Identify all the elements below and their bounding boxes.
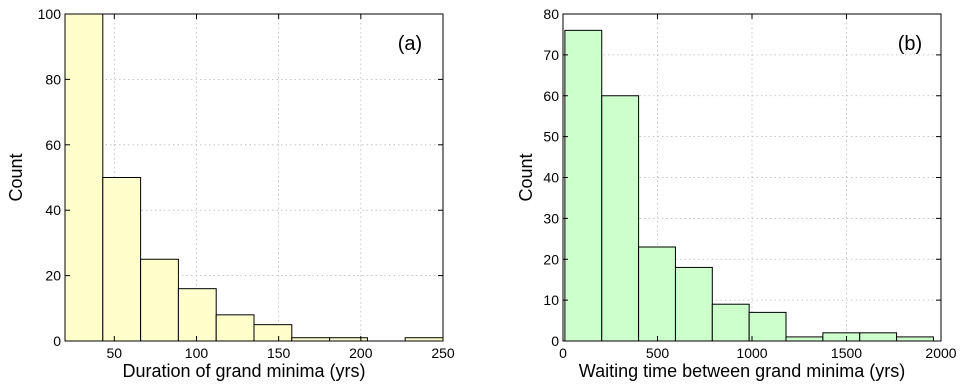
- histogram-bar: [638, 246, 676, 342]
- x-tick-label: 1000: [736, 345, 767, 361]
- histogram-bar: [140, 258, 179, 342]
- panel-label: (a): [398, 33, 422, 55]
- plot-frame: [64, 13, 444, 342]
- histogram-bar: [177, 288, 217, 342]
- panel-label: (b): [898, 33, 922, 55]
- histogram-bar: [102, 177, 142, 342]
- y-tick-label: 30: [543, 210, 559, 226]
- histogram-bar: [674, 266, 713, 342]
- histogram-bar: [785, 336, 824, 342]
- x-tick-label: 150: [267, 345, 291, 361]
- x-tick-label: 2000: [925, 345, 956, 361]
- y-tick-label: 100: [38, 6, 62, 22]
- histogram-bar: [711, 303, 750, 342]
- y-tick-label: 50: [543, 129, 559, 145]
- x-tick-label: 250: [431, 345, 455, 361]
- histogram-bar: [215, 314, 255, 342]
- y-tick-label: 20: [45, 268, 61, 284]
- y-tick-label: 60: [543, 88, 559, 104]
- x-axis-label: Waiting time between grand minima (yrs): [579, 361, 905, 381]
- histogram-bar: [896, 336, 934, 342]
- histogram-bar: [564, 29, 603, 342]
- y-tick-label: 0: [53, 333, 61, 349]
- histogram-bar: [601, 95, 640, 342]
- histogram-bar: [859, 332, 898, 342]
- x-tick-label: 0: [559, 345, 567, 361]
- x-tick-label: 500: [646, 345, 670, 361]
- x-tick-label: 1500: [831, 345, 862, 361]
- y-axis-label: Count: [6, 153, 26, 201]
- x-tick-label: 200: [349, 345, 373, 361]
- histogram-panel-b: 0 500 1000 1500 2000 0 10 20 30 40 50 60 70 80 Waiting…: [516, 6, 957, 381]
- y-tick-label: 40: [543, 170, 559, 186]
- y-tick-label: 20: [543, 251, 559, 267]
- y-tick-label: 40: [45, 202, 61, 218]
- histogram-bar: [822, 332, 861, 342]
- y-tick-label: 60: [45, 137, 61, 153]
- y-tick-label: 80: [45, 71, 61, 87]
- histogram-bar: [64, 13, 104, 342]
- y-axis-label: Count: [516, 153, 536, 201]
- histogram-bar: [253, 324, 293, 342]
- y-tick-label: 80: [543, 6, 559, 22]
- histogram-bar: [748, 311, 787, 342]
- x-axis-label: Duration of grand minima (yrs): [122, 361, 365, 381]
- y-tick-label: 0: [551, 333, 559, 349]
- x-tick-label: 50: [107, 345, 123, 361]
- y-tick-label: 70: [543, 47, 559, 63]
- x-tick-label: 100: [185, 345, 209, 361]
- y-tick-label: 10: [543, 292, 559, 308]
